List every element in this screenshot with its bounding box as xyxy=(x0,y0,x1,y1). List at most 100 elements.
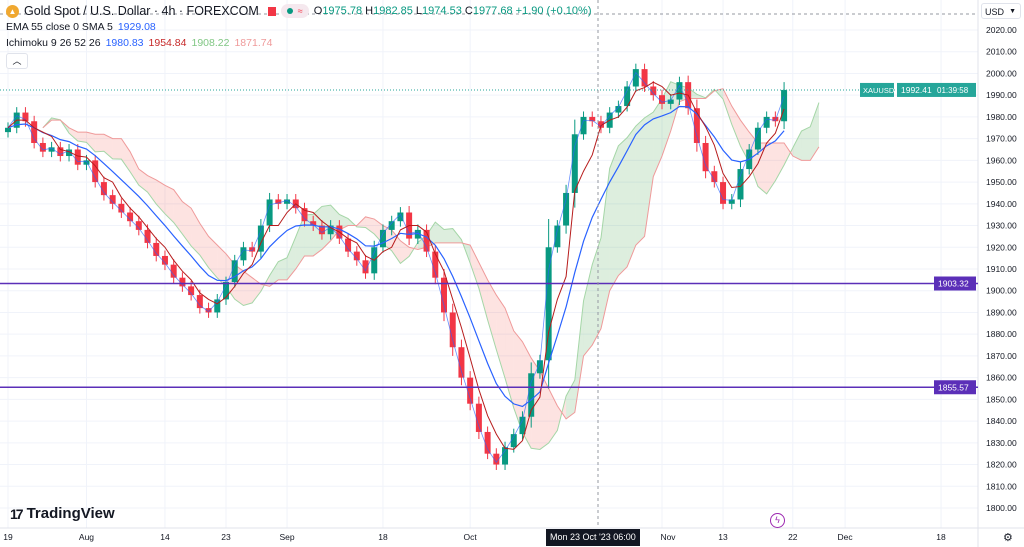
candle-body xyxy=(22,112,29,122)
crosshair-time-label: Mon 23 Oct '23 06:00 xyxy=(546,529,640,546)
symbol-label: XAUUSD xyxy=(863,86,895,95)
candle-body xyxy=(615,106,622,113)
candle-body xyxy=(641,69,648,87)
time-tick-label: 18 xyxy=(378,532,388,542)
candle-body xyxy=(754,127,761,150)
time-tick-label: Oct xyxy=(464,532,478,542)
candle-body xyxy=(720,182,727,204)
collapse-legend-button[interactable]: ︿ xyxy=(6,53,28,69)
lightning-icon[interactable]: ϟ xyxy=(770,513,785,528)
candle-body xyxy=(144,229,151,243)
price-tick-label: 1940.00 xyxy=(986,199,1017,209)
currency-dropdown[interactable]: USD ▼ xyxy=(981,3,1021,19)
candle-body xyxy=(711,171,718,183)
cloud-segment xyxy=(470,245,479,289)
candle-body xyxy=(161,255,168,265)
price-axis xyxy=(978,0,1024,547)
time-tick-label: 22 xyxy=(788,532,798,542)
candle-body xyxy=(5,127,11,133)
time-tick-label: 23 xyxy=(221,532,231,542)
candle-body xyxy=(467,377,474,404)
time-tick-label: Dec xyxy=(838,532,854,542)
price-tick-label: 1800.00 xyxy=(986,503,1017,513)
cloud-segment xyxy=(723,88,732,125)
candle-body xyxy=(728,199,735,204)
cloud-segment xyxy=(644,112,654,237)
candle-body xyxy=(632,69,639,87)
market-status-badge[interactable]: ≈ xyxy=(280,4,309,18)
tradingview-logo[interactable]: 17 TradingView xyxy=(10,505,115,522)
price-tick-label: 1960.00 xyxy=(986,155,1017,165)
ichimoku-legend[interactable]: Ichimoku 9 26 52 26 1980.83 1954.84 1908… xyxy=(6,37,273,49)
ema-legend[interactable]: EMA 55 close 0 SMA 5 1929.08 xyxy=(6,21,156,33)
candle-body xyxy=(441,277,447,313)
price-tick-label: 1820.00 xyxy=(986,460,1017,470)
candle-body xyxy=(48,147,55,152)
cloud-segment xyxy=(766,142,776,194)
candle-body xyxy=(388,221,395,230)
cloud-segment xyxy=(287,236,296,280)
cloud-segment xyxy=(365,216,375,235)
price-tick-label: 1950.00 xyxy=(986,177,1017,187)
last-price-box xyxy=(897,82,976,97)
symbol-title[interactable]: Gold Spot / U.S. Dollar · 4h · FOREXCOM xyxy=(24,4,259,18)
candle-body xyxy=(580,116,587,135)
candle-body xyxy=(458,347,465,378)
price-tick-label: 1810.00 xyxy=(986,481,1017,491)
cloud-segment xyxy=(801,126,811,161)
cloud-segment xyxy=(775,142,785,181)
price-tick-label: 1900.00 xyxy=(986,286,1017,296)
candle-body xyxy=(423,229,430,252)
candle-body xyxy=(597,121,604,128)
candle-body xyxy=(31,121,38,143)
time-tick-label: Sep xyxy=(279,532,294,542)
price-line-label-box xyxy=(934,276,976,291)
gold-symbol-logo-icon: ▲ xyxy=(6,4,19,18)
candle-body xyxy=(327,225,334,235)
base-line xyxy=(7,81,785,450)
candle-body xyxy=(188,286,195,296)
cloud-segment xyxy=(164,185,174,223)
conversion-line xyxy=(7,71,785,464)
time-tick-label: 14 xyxy=(160,532,170,542)
cloud-segment xyxy=(487,279,497,350)
candle-body xyxy=(659,95,665,104)
cloud-segment xyxy=(784,142,793,166)
price-tick-label: 1840.00 xyxy=(986,416,1017,426)
candle-body xyxy=(432,251,439,278)
time-tick-label: 19 xyxy=(3,532,13,542)
price-tick-label: 1850.00 xyxy=(986,394,1017,404)
candle-body xyxy=(284,199,291,204)
candle-body xyxy=(57,147,64,157)
symbol-label-box xyxy=(860,82,894,97)
candle-body xyxy=(310,221,317,226)
candle-body xyxy=(223,282,229,300)
wave-icon: ≈ xyxy=(297,6,303,16)
cloud-segment xyxy=(112,138,122,160)
cloud-segment xyxy=(757,142,767,194)
candle-body xyxy=(275,199,282,204)
candle-body xyxy=(118,203,125,213)
candle-body xyxy=(554,225,561,248)
price-line-label: 1855.57 xyxy=(938,382,969,392)
cloud-segment xyxy=(505,308,514,408)
candle-body xyxy=(571,134,578,193)
candle-body xyxy=(74,149,81,165)
cloud-segment xyxy=(496,295,506,379)
last-price-value: 1992.41 xyxy=(901,85,932,95)
cloud-segment xyxy=(583,264,593,356)
candle-body xyxy=(362,260,369,274)
price-tick-label: 2000.00 xyxy=(986,68,1017,78)
cloud-segment xyxy=(444,228,453,243)
candle-body xyxy=(318,225,325,235)
candle-body xyxy=(519,416,526,435)
cloud-segment xyxy=(269,261,279,287)
candle-body xyxy=(475,403,482,432)
candle-body xyxy=(214,299,221,313)
price-tick-label: 1890.00 xyxy=(986,307,1017,317)
settings-gear-icon[interactable]: ⚙ xyxy=(1003,532,1013,544)
cloud-segment xyxy=(452,228,462,243)
flag-icon[interactable] xyxy=(267,6,276,16)
cloud-segment xyxy=(243,271,253,306)
